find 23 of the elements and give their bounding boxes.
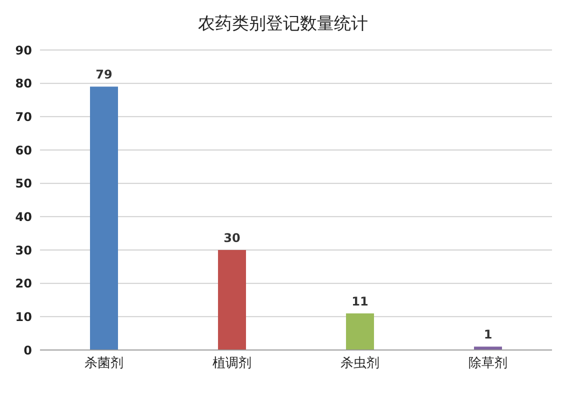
chart-title: 农药类别登记数量统计 bbox=[197, 13, 369, 35]
y-tick-label: 30 bbox=[15, 243, 32, 258]
y-tick-label: 20 bbox=[15, 276, 32, 291]
y-tick-label: 60 bbox=[15, 143, 32, 158]
data-label: 1 bbox=[484, 328, 492, 342]
y-tick-label: 0 bbox=[24, 343, 32, 358]
y-tick-label: 90 bbox=[15, 43, 32, 58]
data-label: 79 bbox=[96, 68, 112, 82]
y-tick-label: 80 bbox=[15, 76, 32, 91]
data-label: 11 bbox=[352, 294, 368, 308]
y-tick-label: 40 bbox=[15, 210, 32, 224]
y-tick-label: 70 bbox=[15, 110, 32, 124]
y-tick-label: 10 bbox=[15, 310, 32, 324]
x-tick-label: 杀菌剂 bbox=[84, 355, 124, 372]
bar bbox=[346, 313, 374, 350]
y-tick-label: 50 bbox=[15, 176, 32, 191]
x-tick-label: 除草剂 bbox=[468, 355, 508, 372]
bar bbox=[218, 250, 246, 350]
x-tick-label: 杀虫剂 bbox=[340, 355, 380, 372]
data-label: 30 bbox=[224, 231, 240, 245]
bar bbox=[474, 346, 502, 350]
bar bbox=[90, 86, 118, 350]
x-tick-label: 植调剂 bbox=[212, 355, 252, 372]
